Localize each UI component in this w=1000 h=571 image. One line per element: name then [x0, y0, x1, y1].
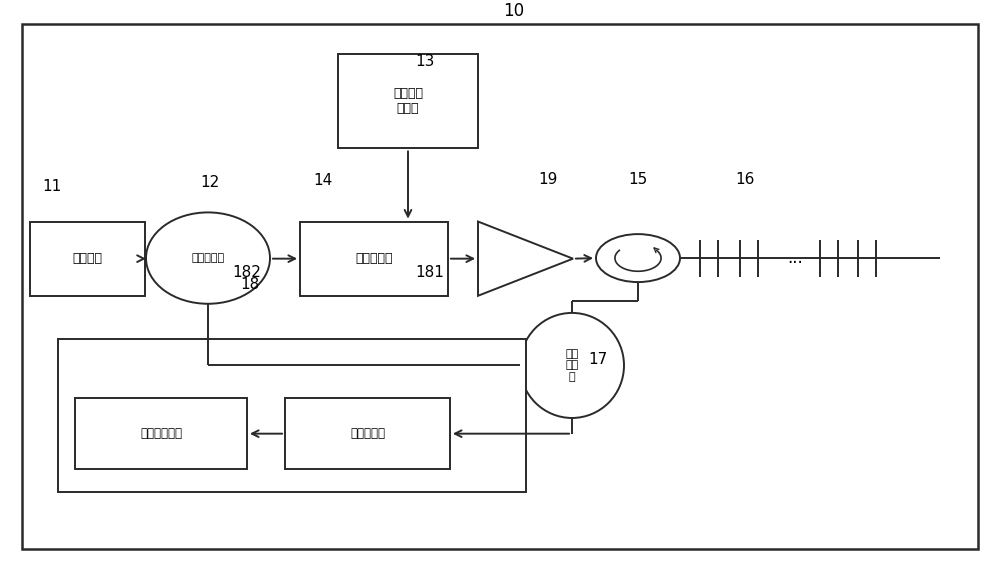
Text: 第二
耦合
器: 第二 耦合 器	[565, 349, 579, 382]
Polygon shape	[478, 222, 573, 296]
Text: 15: 15	[628, 172, 647, 187]
Bar	[300, 222, 448, 296]
Circle shape	[596, 234, 680, 282]
Text: ...: ...	[787, 249, 803, 267]
Text: 18: 18	[240, 278, 259, 292]
Text: 17: 17	[588, 352, 607, 367]
Ellipse shape	[146, 212, 270, 304]
Text: 11: 11	[42, 179, 61, 194]
Text: 12: 12	[200, 175, 219, 190]
Text: 10: 10	[503, 2, 524, 20]
Text: 182: 182	[232, 265, 261, 280]
Text: 光电探测器: 光电探测器	[350, 427, 385, 440]
Text: 16: 16	[735, 172, 754, 187]
Text: 数字处理单元: 数字处理单元	[140, 427, 182, 440]
Text: 任意波形
发生器: 任意波形 发生器	[393, 87, 423, 115]
Bar	[338, 54, 478, 148]
Text: 13: 13	[415, 54, 434, 69]
Bar	[285, 398, 450, 469]
Ellipse shape	[520, 313, 624, 418]
Text: 181: 181	[415, 265, 444, 280]
Text: 14: 14	[313, 174, 332, 188]
Text: 声光调制器: 声光调制器	[355, 252, 393, 265]
Bar	[30, 222, 145, 296]
Text: 激光光源: 激光光源	[72, 252, 103, 265]
Text: 19: 19	[538, 172, 557, 187]
Bar	[58, 339, 526, 492]
Text: 第一耦合器: 第一耦合器	[191, 253, 225, 263]
Bar	[75, 398, 247, 469]
